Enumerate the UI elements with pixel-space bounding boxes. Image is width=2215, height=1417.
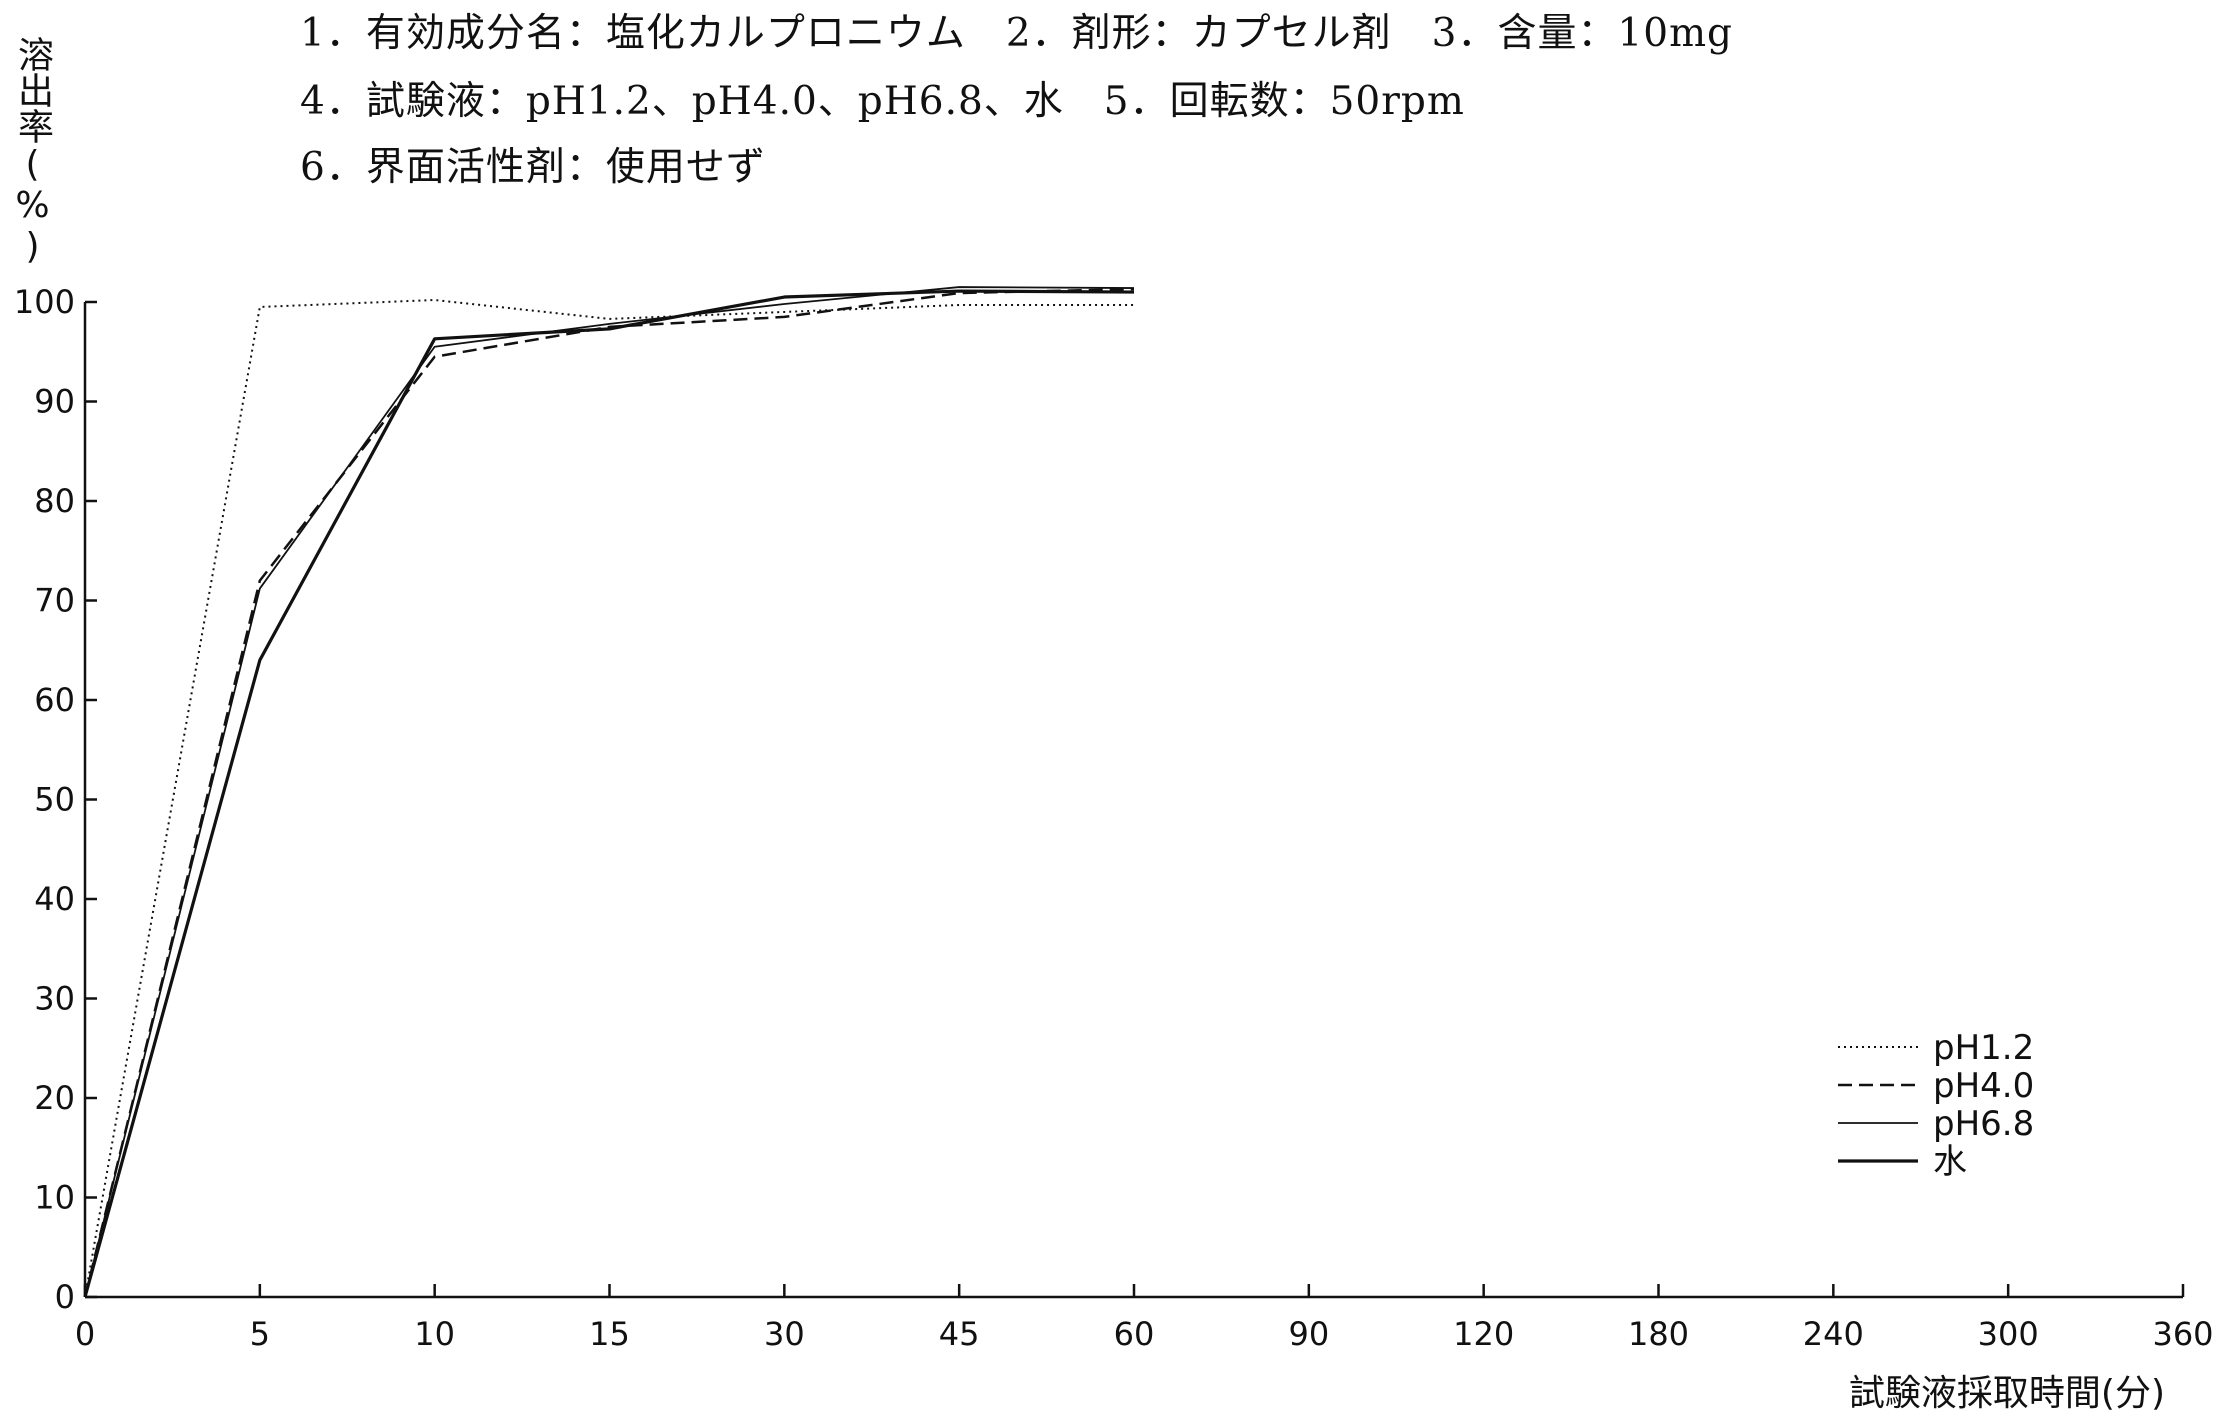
series-line-2 — [83, 287, 1135, 1298]
y-tick-label: 30 — [34, 980, 75, 1018]
y-tick-label: 10 — [34, 1179, 75, 1217]
x-tick-label: 240 — [1803, 1315, 1864, 1353]
y-axis-label: 溶出率(%) — [12, 36, 53, 267]
x-tick-label: 10 — [414, 1315, 455, 1353]
condition-line-3: 6．界面活性剤：使用せず — [300, 145, 766, 190]
x-tick-label: 0 — [75, 1315, 95, 1353]
condition-line-2: 4．試験液：pH1.2、pH4.0、pH6.8、水 5．回転数：50rpm — [300, 79, 1465, 124]
y-tick-label: 40 — [34, 880, 75, 918]
x-tick-label: 30 — [764, 1315, 805, 1353]
y-tick-label: 60 — [34, 681, 75, 719]
y-tick-label: 100 — [14, 283, 75, 321]
legend-label: 水 — [1933, 1142, 1967, 1182]
x-tick-label: 60 — [1114, 1315, 1155, 1353]
y-tick-label: 50 — [34, 781, 75, 819]
series-line-1 — [84, 299, 1134, 1298]
y-tick-label: 90 — [34, 383, 75, 421]
x-tick-label: 120 — [1453, 1315, 1514, 1353]
y-tick-label: 80 — [34, 482, 75, 520]
legend-label: pH6.8 — [1933, 1104, 2034, 1144]
legend-label: pH4.0 — [1933, 1066, 2034, 1106]
y-tick-label: 0 — [55, 1278, 75, 1316]
x-tick-label: 360 — [2152, 1315, 2213, 1353]
series-line-3 — [84, 286, 1135, 1298]
x-tick-label: 180 — [1628, 1315, 1689, 1353]
x-tick-label: 15 — [589, 1315, 630, 1353]
y-tick-label: 70 — [34, 582, 75, 620]
series-line-4 — [83, 289, 1135, 1298]
y-tick-label: 20 — [34, 1079, 75, 1117]
x-tick-label: 300 — [1978, 1315, 2039, 1353]
legend-label: pH1.2 — [1933, 1028, 2034, 1068]
x-tick-label: 90 — [1288, 1315, 1329, 1353]
x-tick-label: 5 — [250, 1315, 270, 1353]
x-axis-label: 試験液採取時間(分) — [1849, 1373, 2165, 1414]
x-tick-label: 45 — [939, 1315, 980, 1353]
condition-line-1: 1．有効成分名：塩化カルプロニウム 2．剤形：カプセル剤 3．含量：10mg — [300, 11, 1734, 56]
